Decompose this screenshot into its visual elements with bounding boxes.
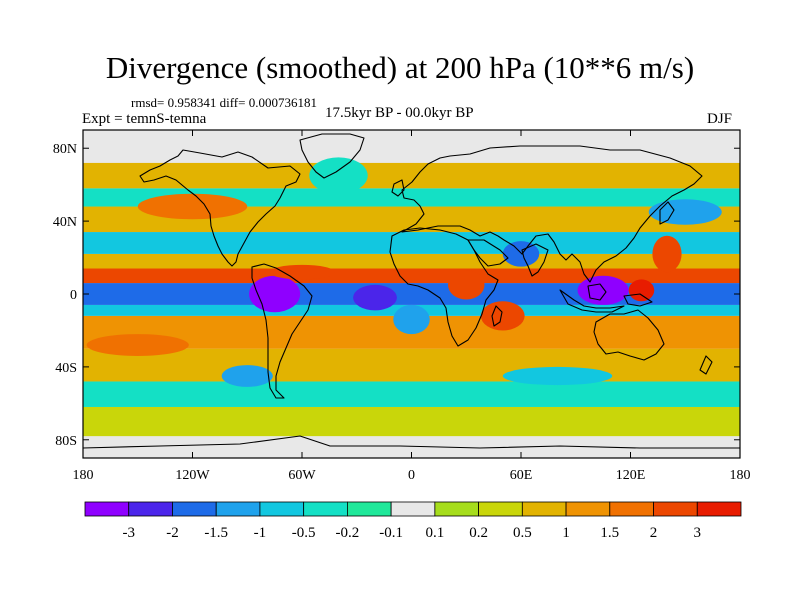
field-anomaly	[137, 193, 248, 220]
period-label: 17.5kyr BP - 00.0kyr BP	[325, 105, 474, 121]
coastline-japan	[659, 201, 675, 225]
field-band	[83, 162, 740, 189]
field-anomaly	[502, 366, 613, 386]
colorbar-label: 1	[562, 525, 570, 541]
field-band	[83, 436, 740, 458]
coastline-indonesia	[559, 289, 625, 313]
colorbar-label: 0.2	[469, 525, 488, 541]
field-anomaly	[309, 157, 368, 194]
colorbar-label: -1.5	[204, 525, 228, 541]
field-anomaly	[628, 279, 655, 302]
colorbar-box	[172, 501, 217, 517]
field-anomaly	[448, 270, 485, 300]
field-anomaly	[502, 241, 540, 267]
coastline-africa	[389, 227, 499, 347]
season-label: DJF	[707, 111, 733, 127]
colorbar-box	[84, 501, 130, 517]
colorbar-label: -1	[254, 525, 267, 541]
field-band	[83, 253, 740, 269]
lon-tick-label: 0	[408, 468, 415, 483]
field-anomaly	[393, 304, 430, 335]
colorbar-box	[521, 501, 567, 517]
colorbar-label: 1.5	[600, 525, 619, 541]
lat-tick-label: 80S	[55, 434, 77, 449]
field-anomaly	[221, 365, 273, 387]
colorbar: -3 -2 -1.5 -1 -0.5 -0.2 -0.1 0.1 0.2 0.5 1 1.5 2 3	[84, 501, 742, 541]
field-band	[83, 232, 740, 254]
colorbar-label: -3	[122, 525, 135, 541]
colorbar-box	[696, 501, 742, 517]
field-anomaly	[269, 264, 335, 280]
field-anomaly	[249, 275, 301, 313]
coastline-australia	[593, 309, 665, 361]
coastline-new-guinea	[623, 293, 653, 307]
field-band	[83, 268, 740, 284]
field-anomaly	[648, 199, 722, 225]
colorbar-box	[565, 501, 611, 517]
coastline-south-america	[251, 263, 313, 399]
lon-tick-label: 60W	[288, 468, 316, 483]
colorbar-label: 2	[650, 525, 658, 541]
colorbar-label: -2	[166, 525, 179, 541]
field-anomaly	[480, 301, 525, 331]
lon-tick-label: 180	[73, 468, 94, 483]
colorbar-box	[390, 501, 436, 517]
lat-tick-label: 0	[70, 288, 77, 303]
coastline-eurasia	[401, 145, 703, 283]
coastline-madagascar	[491, 305, 503, 327]
lon-tick-label: 60E	[510, 468, 533, 483]
colorbar-box	[128, 501, 173, 517]
coastline-borneo	[587, 283, 607, 301]
lon-tick-label: 120W	[175, 468, 210, 483]
lon-tick-label: 120E	[616, 468, 646, 483]
field-anomaly	[577, 275, 629, 305]
colorbar-label: -0.5	[292, 525, 316, 541]
lat-tick-label: 80N	[53, 142, 77, 157]
colorbar-box	[653, 501, 698, 517]
colorbar-box	[346, 501, 392, 517]
coastline-india	[521, 243, 549, 277]
field-anomaly	[652, 235, 682, 273]
coastline-arabia	[467, 239, 509, 267]
field-anomaly	[353, 284, 397, 311]
colorbar-box	[478, 501, 523, 517]
coastline-antarctica	[83, 435, 740, 449]
colorbar-label: -0.1	[379, 525, 403, 541]
colorbar-box	[434, 501, 480, 517]
coastline-new-zealand	[699, 355, 713, 375]
colorbar-box	[259, 501, 305, 517]
field-band	[83, 381, 740, 407]
colorbar-label: 0.1	[425, 525, 444, 541]
coastline-uk	[391, 179, 405, 197]
colorbar-box	[609, 501, 654, 517]
colorbar-label: 0.5	[513, 525, 532, 541]
lon-tick-label: 180	[730, 468, 751, 483]
coastline-north-america	[139, 149, 301, 267]
lat-tick-label: 40N	[53, 215, 77, 230]
field-band	[83, 188, 740, 207]
field-band	[83, 283, 740, 305]
lat-tick-label: 40S	[55, 361, 77, 376]
colorbar-label: -0.2	[336, 525, 360, 541]
colorbar-box	[303, 501, 348, 517]
stats-text: rmsd= 0.958341 diff= 0.000736181	[131, 95, 317, 110]
colorbar-box	[215, 501, 261, 517]
field-band	[83, 406, 740, 437]
figure-title: Divergence (smoothed) at 200 hPa (10**6 …	[105, 50, 695, 85]
coastline-greenland	[299, 133, 365, 179]
experiment-label: Expt = temnS-temna	[82, 111, 207, 127]
coastlines	[83, 133, 740, 449]
field-band	[83, 348, 740, 382]
map-axes: 80N 40N 0 40S 80S 180 120W 60W 0 60E 120E 180	[53, 130, 751, 483]
field-anomaly	[86, 334, 189, 356]
divergence-field	[83, 130, 740, 458]
colorbar-label: 3	[694, 525, 702, 541]
